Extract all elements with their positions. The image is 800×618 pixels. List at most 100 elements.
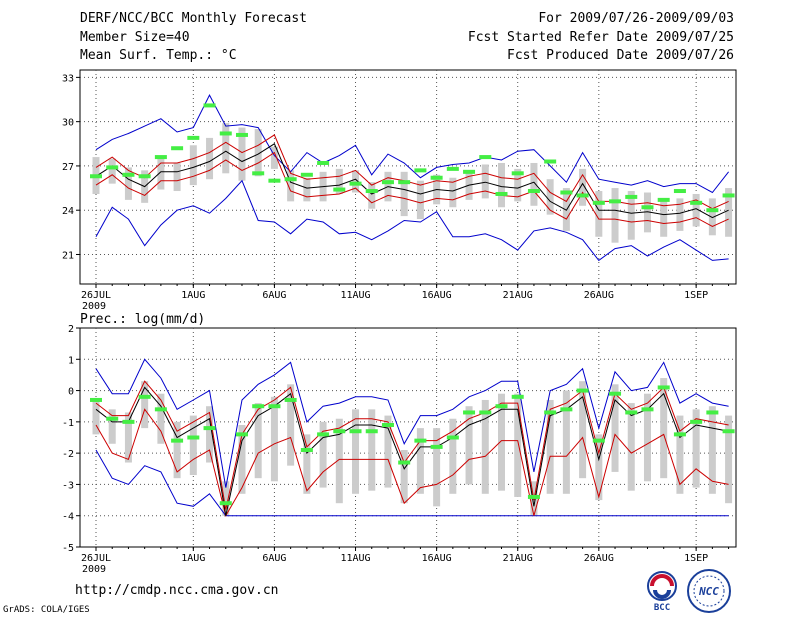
- spread-box: [465, 406, 473, 485]
- spread-box: [238, 127, 246, 181]
- y-tick-label: 21: [62, 250, 74, 261]
- median-marker: [625, 194, 638, 199]
- median-marker: [268, 404, 281, 409]
- x-tick-label: 6AUG: [262, 290, 286, 301]
- median-marker: [592, 438, 605, 443]
- variable-label: Mean Surf. Temp.: °C: [80, 48, 237, 63]
- spread-box: [400, 171, 408, 217]
- spread-box: [660, 378, 668, 479]
- spread-box: [627, 191, 635, 240]
- spread-box: [222, 481, 230, 516]
- median-marker: [511, 171, 524, 176]
- mean-line: [95, 386, 729, 516]
- median-marker: [430, 175, 443, 180]
- spread-box: [287, 384, 295, 466]
- spread-box: [384, 415, 392, 488]
- precipitation-panel: -5 -4 -3 -2 -1 0 1 2 26JUL 1AUG 6AUG 11AUG 16AUG 21AU…: [62, 312, 737, 575]
- median-marker: [673, 432, 686, 437]
- spread-box: [449, 418, 457, 494]
- spread-box: [579, 381, 587, 479]
- median-marker: [333, 187, 346, 192]
- y-tick-label: 2: [68, 324, 74, 335]
- spread-box: [335, 168, 343, 194]
- spread-box: [270, 146, 278, 169]
- spread-box: [157, 157, 165, 190]
- spread-box: [157, 393, 165, 444]
- median-marker: [187, 435, 200, 440]
- x-tick-label: 26JUL: [81, 553, 111, 564]
- median-marker: [706, 410, 719, 415]
- spread-box: [189, 145, 197, 186]
- x-tick-label: 1AUG: [181, 290, 205, 301]
- median-marker: [479, 155, 492, 160]
- spread-box: [238, 424, 246, 494]
- median-marker: [657, 197, 670, 202]
- median-marker: [544, 410, 557, 415]
- median-marker: [446, 435, 459, 440]
- median-marker: [300, 448, 313, 453]
- median-marker: [690, 419, 703, 424]
- x-tick-label: 21AUG: [503, 553, 533, 564]
- spread-box: [611, 188, 619, 243]
- x-tick-label: 11AUG: [340, 290, 370, 301]
- spread-box: [352, 170, 360, 193]
- median-marker: [414, 438, 427, 443]
- median-marker: [90, 397, 102, 402]
- median-marker: [414, 168, 427, 173]
- spread-box: [173, 162, 181, 192]
- x-tick-label: 26JUL: [81, 290, 111, 301]
- median-marker: [365, 429, 378, 434]
- spread-box: [416, 180, 424, 220]
- upper-line: [95, 380, 729, 510]
- median-marker: [576, 388, 589, 393]
- spread-box: [303, 177, 311, 202]
- spread-box: [433, 428, 441, 507]
- median-marker: [122, 419, 135, 424]
- median-marker: [349, 181, 362, 186]
- mean-line: [95, 143, 729, 219]
- forecast-started-date: Fcst Started Refer Date 2009/07/25: [467, 30, 734, 45]
- spread-box: [92, 399, 100, 435]
- median-marker: [527, 189, 540, 194]
- spread-box: [546, 179, 554, 215]
- median-marker: [527, 494, 540, 499]
- spread-box: [660, 199, 668, 237]
- median-marker: [479, 410, 492, 415]
- y-tick-label: -4: [62, 512, 74, 523]
- spread-box: [108, 409, 116, 444]
- median-marker: [317, 432, 330, 437]
- median-marker: [657, 385, 670, 390]
- x-tick-label: 1SEP: [684, 553, 708, 564]
- ncc-logo-text: NCC: [698, 585, 719, 598]
- median-marker: [187, 135, 200, 140]
- temperature-panel: 21 24 27 30 33 26JUL 1AUG 6AUG 11AUG 16AUG 21AUG 26…: [62, 69, 737, 312]
- median-marker: [349, 429, 362, 434]
- spread-box: [254, 129, 262, 177]
- spread-box: [189, 415, 197, 476]
- spread-box: [595, 191, 603, 237]
- median-marker: [122, 172, 135, 177]
- median-marker: [641, 205, 654, 210]
- median-marker: [463, 410, 476, 415]
- spread-box: [481, 399, 489, 494]
- spread-box: [449, 177, 457, 208]
- x-tick-label: 1SEP: [684, 290, 708, 301]
- spread-box: [498, 393, 505, 491]
- spread-box: [254, 403, 262, 479]
- spread-box: [303, 434, 311, 494]
- spread-box: [222, 123, 230, 174]
- median-marker: [673, 189, 686, 194]
- forecast-produced-date: Fcst Produced Date 2009/07/26: [507, 48, 734, 63]
- spread-box: [141, 381, 149, 429]
- median-marker: [333, 429, 346, 434]
- y-tick-label: 1: [68, 355, 74, 366]
- upper-line: [95, 134, 729, 210]
- max-line: [95, 94, 729, 194]
- x-tick-label: 26AUG: [584, 290, 614, 301]
- source-url[interactable]: http://cmdp.ncc.cma.gov.cn: [75, 583, 279, 598]
- median-marker: [219, 501, 232, 506]
- spread-box: [579, 168, 587, 206]
- spread-box: [124, 412, 132, 463]
- median-marker: [544, 159, 557, 164]
- spread-box: [643, 192, 651, 233]
